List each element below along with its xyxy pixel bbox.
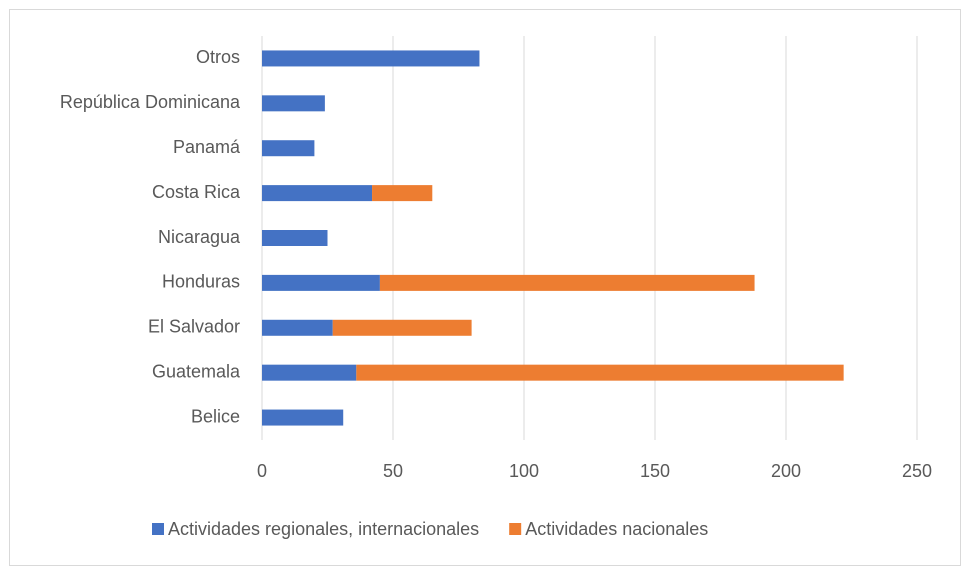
y-tick-label: Panamá <box>173 137 241 157</box>
x-tick-label: 100 <box>509 461 539 481</box>
x-tick-label: 200 <box>771 461 801 481</box>
y-tick-label: Honduras <box>162 272 240 292</box>
y-tick-label: Nicaragua <box>158 227 241 247</box>
bar <box>379 274 755 291</box>
bar <box>332 319 472 336</box>
legend-swatch <box>509 523 522 535</box>
bar <box>372 185 433 202</box>
y-tick-label: Belice <box>191 406 240 426</box>
bar <box>262 140 315 157</box>
bar <box>262 230 328 246</box>
legend-label: Actividades regionales, internacionales <box>168 519 479 539</box>
legend-label: Actividades nacionales <box>525 519 708 539</box>
y-tick-label: El Salvador <box>148 317 240 337</box>
bar <box>356 364 844 381</box>
x-tick-label: 250 <box>902 461 932 481</box>
bar <box>262 185 373 202</box>
y-tick-label: Otros <box>196 47 240 67</box>
bar <box>262 274 380 291</box>
bar <box>262 364 357 381</box>
x-tick-label: 50 <box>383 461 403 481</box>
bar <box>262 50 480 67</box>
y-tick-label: República Dominicana <box>60 92 241 112</box>
bar <box>262 409 344 426</box>
x-tick-label: 0 <box>257 461 267 481</box>
bar <box>262 95 325 112</box>
bar <box>262 319 333 336</box>
x-tick-label: 150 <box>640 461 670 481</box>
y-tick-label: Costa Rica <box>152 182 241 202</box>
legend-swatch <box>152 523 164 535</box>
y-tick-label: Guatemala <box>152 361 241 381</box>
